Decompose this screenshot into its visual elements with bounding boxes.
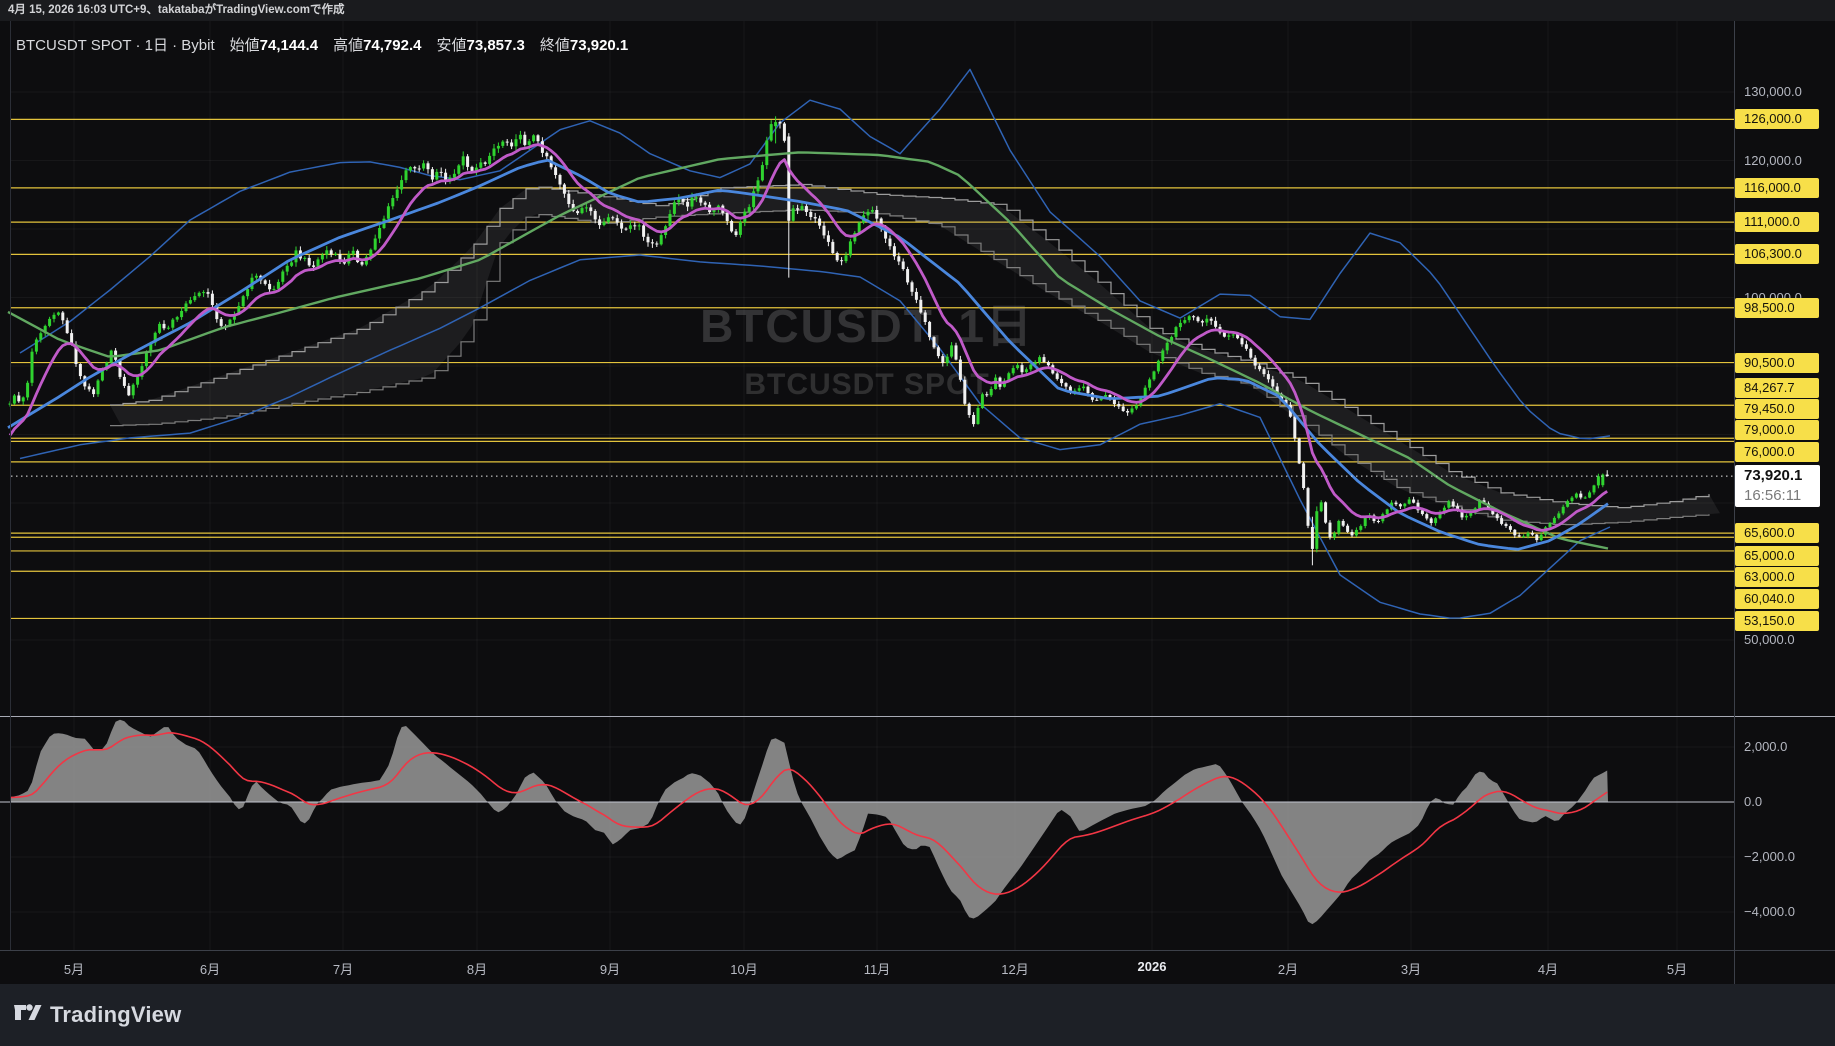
legend-low: 安値73,857.3 — [436, 37, 525, 54]
price-level-label: 98,500.0 — [1735, 297, 1819, 318]
moving-averages — [7, 143, 1609, 551]
price-level-label: 79,000.0 — [1735, 420, 1819, 440]
main-price-pane[interactable] — [0, 21, 1734, 696]
price-axis-border — [1734, 21, 1735, 984]
bar-countdown: 16:56:11 — [1744, 487, 1802, 504]
pane-separator[interactable] — [0, 716, 1835, 717]
current-price-label: 73,920.1 16:56:11 — [1735, 465, 1820, 507]
price-tick: 50,000.0 — [1744, 632, 1795, 647]
price-level-label: 76,000.0 — [1735, 442, 1819, 462]
time-tick: 4月 — [1537, 962, 1559, 977]
price-tick: 130,000.0 — [1744, 84, 1802, 99]
indicator-tick: −4,000.0 — [1744, 904, 1795, 919]
indicator-tick: −2,000.0 — [1744, 849, 1795, 864]
chart-area[interactable]: BTCUSDT, 1日 BTCUSDT SPOT BTCUSDT SPOT · … — [0, 21, 1835, 984]
footer-bar: TradingView — [0, 984, 1835, 1046]
price-level-label: 90,500.0 — [1735, 352, 1819, 373]
grid — [11, 21, 1734, 696]
price-level-label: 126,000.0 — [1735, 109, 1819, 130]
time-tick-year: 2026 — [1137, 959, 1167, 974]
indicator-tick: 0.0 — [1744, 794, 1763, 809]
legend-open: 始値74,144.4 — [229, 37, 319, 54]
time-tick: 2月 — [1277, 962, 1299, 977]
signal-line — [9, 731, 1608, 895]
indicator-tick: 2,000.0 — [1744, 739, 1788, 754]
legend-high: 高値74,792.4 — [333, 37, 422, 54]
price-level-label: 53,150.0 — [1735, 611, 1819, 631]
price-level-label: 116,000.0 — [1735, 177, 1819, 198]
time-tick: 10月 — [730, 962, 758, 977]
price-level-label: 84,267.7 — [1735, 378, 1819, 398]
candles — [8, 116, 1609, 566]
bollinger-bands — [19, 68, 1611, 619]
time-tick: 7月 — [332, 962, 354, 977]
price-level-label: 65,600.0 — [1735, 523, 1819, 544]
macd-histogram — [10, 719, 1608, 925]
price-level-label: 63,000.0 — [1735, 567, 1819, 587]
time-tick: 12月 — [1001, 962, 1029, 977]
time-axis[interactable]: 5月 6月 7月 8月 9月 10月 11月 12月 2026 2月 3月 4月 5月 — [0, 950, 1835, 984]
price-level-label: 111,000.0 — [1735, 212, 1819, 233]
price-level-label: 106,300.0 — [1735, 244, 1819, 265]
chart-left-border — [10, 21, 11, 950]
price-level-label: 60,040.0 — [1735, 589, 1819, 609]
tradingview-logo-icon[interactable] — [13, 1001, 43, 1029]
current-price-value: 73,920.1 — [1744, 467, 1803, 484]
attribution-bar: 4月 15, 2026 16:03 UTC+9、takatabaがTrading… — [0, 0, 1835, 21]
time-tick: 8月 — [466, 962, 488, 977]
indicator-pane[interactable] — [0, 696, 1734, 950]
ichimoku-cloud — [110, 183, 1720, 526]
indicator-grid — [11, 696, 1734, 950]
legend-symbol[interactable]: BTCUSDT SPOT · 1日 · Bybit — [16, 37, 215, 54]
price-level-label: 79,450.0 — [1735, 399, 1819, 419]
time-tick: 5月 — [63, 962, 85, 977]
tradingview-wordmark[interactable]: TradingView — [50, 1002, 182, 1027]
time-tick: 11月 — [863, 962, 891, 977]
time-tick: 3月 — [1400, 962, 1422, 977]
price-level-label: 65,000.0 — [1735, 546, 1819, 566]
legend-close: 終値73,920.1 — [539, 37, 629, 54]
time-tick: 6月 — [199, 962, 221, 977]
time-tick: 9月 — [599, 962, 621, 977]
attribution-text: 4月 15, 2026 16:03 UTC+9、takatabaがTrading… — [8, 4, 345, 16]
time-tick: 5月 — [1666, 962, 1688, 977]
price-axis[interactable]: 130,000.0120,000.0100,000.050,000.02,000… — [1734, 21, 1835, 950]
price-tick: 120,000.0 — [1744, 152, 1802, 168]
legend[interactable]: BTCUSDT SPOT · 1日 · Bybit 始値74,144.4 高値74,… — [16, 34, 628, 55]
